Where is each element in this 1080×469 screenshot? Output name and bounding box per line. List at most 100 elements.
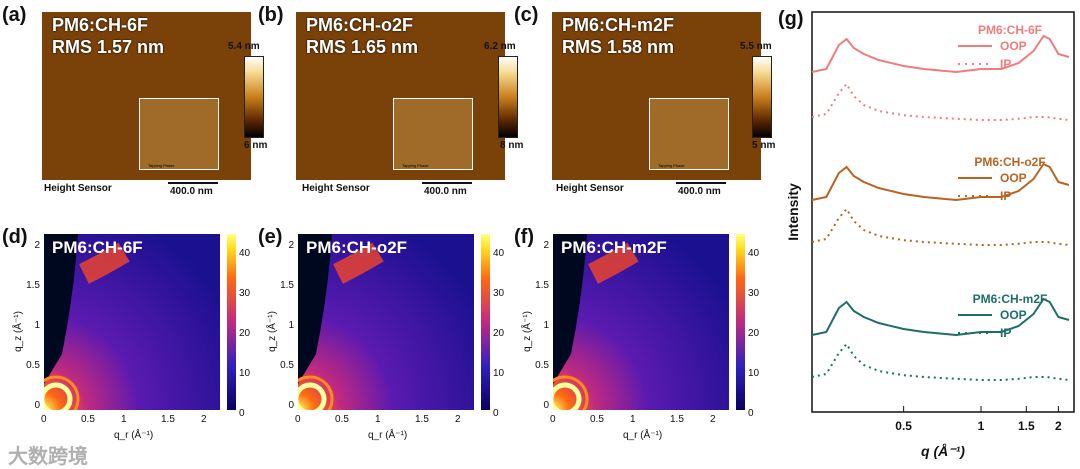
- giwaxs-colorbar-e: [481, 234, 490, 410]
- x-axis-label: q_r (Å⁻¹): [623, 430, 663, 441]
- colorbar-tick-label: 40: [239, 248, 251, 259]
- colorbar-tick-label: 30: [239, 288, 251, 299]
- colorbar-tick-label: 0: [748, 408, 754, 419]
- y-tick-label: 1.5: [280, 280, 294, 291]
- y-axis-label: q_z (Å⁻¹): [266, 311, 278, 352]
- afm-title-b: PM6:CH-o2F RMS 1.65 nm: [306, 14, 418, 58]
- colorbar-tick-label: 10: [748, 368, 760, 379]
- cbar-bottom-c: 5 nm: [752, 140, 776, 151]
- cbar-top-c: 5.5 nm: [740, 41, 772, 52]
- y-axis-label: Intensity: [785, 183, 801, 241]
- giwaxs-map-d: PM6:CH-6F: [44, 234, 220, 410]
- x-tick-label: 2: [201, 414, 207, 425]
- series-line-oop: [811, 162, 1070, 202]
- inset-label-a: Tapping Phase: [148, 163, 175, 168]
- y-axis-label: q_z (Å⁻¹): [12, 311, 24, 352]
- scale-bar-a: [168, 182, 218, 184]
- series-line-oop: [811, 297, 1070, 337]
- panel-label-b: (b): [258, 4, 284, 26]
- legend-group-title: PM6:CH-o2F: [974, 155, 1045, 169]
- series-line-ip: [811, 207, 1070, 246]
- cbar-top-a: 5.4 nm: [228, 41, 260, 52]
- colorbar-tick-label: 40: [748, 248, 760, 259]
- phase-inset-c: Tapping Phase: [649, 98, 729, 170]
- scale-label-b: 400.0 nm: [424, 186, 467, 197]
- x-tick-label: 1: [630, 414, 636, 425]
- panel-label-g: (g): [778, 8, 804, 30]
- legend-label: IP: [1000, 57, 1011, 71]
- legend-label: IP: [1000, 189, 1011, 203]
- colorbar-tick-label: 10: [493, 368, 505, 379]
- phase-inset-b: Tapping Phase: [393, 98, 473, 170]
- x-tick-label: 0: [295, 414, 301, 425]
- x-tick-label: 1.5: [161, 414, 175, 425]
- colorbar-tick-label: 20: [239, 328, 251, 339]
- height-colorbar-b: [498, 56, 518, 138]
- afm-image-a: PM6:CH-6F RMS 1.57 nm Tapping Phase: [42, 12, 251, 180]
- giwaxs-colorbar-f: [736, 234, 745, 410]
- series-line-ip: [811, 342, 1070, 381]
- y-tick-label: 2: [34, 240, 40, 251]
- colorbar-tick-label: 10: [239, 368, 251, 379]
- watermark: 大数跨境: [8, 446, 88, 468]
- cbar-top-b: 6.2 nm: [484, 41, 516, 52]
- colorbar-tick-label: 30: [748, 288, 760, 299]
- x-tick-label: 0.5: [895, 419, 912, 433]
- height-colorbar-a: [244, 56, 264, 138]
- afm-rms-a: RMS 1.57 nm: [52, 37, 165, 57]
- series-line-ip: [811, 82, 1070, 121]
- afm-image-b: PM6:CH-o2F RMS 1.65 nm Tapping Phase: [296, 12, 505, 180]
- afm-rms-c: RMS 1.58 nm: [562, 37, 675, 57]
- afm-title-a: PM6:CH-6F RMS 1.57 nm: [52, 14, 164, 58]
- x-axis-label: q_r (Å⁻¹): [368, 430, 408, 441]
- giwaxs-title-e: PM6:CH-o2F: [306, 238, 408, 257]
- afm-sample-a: PM6:CH-6F: [52, 15, 149, 35]
- scale-bar-c: [676, 182, 726, 184]
- x-tick-label: 1.5: [1018, 419, 1035, 433]
- y-tick-label: 0.5: [280, 360, 294, 371]
- x-tick-label: 0.5: [590, 414, 604, 425]
- line-plot-g: 0.5 1 1.5 2 q (Å⁻¹) Intensity PM6:CH-6F OOP IP PM…: [785, 11, 1075, 459]
- inset-label-c: Tapping Phase: [658, 163, 685, 168]
- giwaxs-title-f: PM6:CH-m2F: [561, 238, 667, 257]
- x-tick-label: 1.5: [670, 414, 684, 425]
- afm-sample-b: PM6:CH-o2F: [306, 15, 413, 35]
- phase-inset-a: Tapping Phase: [139, 98, 219, 170]
- legend-label: IP: [1000, 326, 1011, 340]
- x-axis-label: q (Å⁻¹): [921, 443, 965, 459]
- x-tick-label: 0.5: [335, 414, 349, 425]
- panel-label-d: (d): [2, 226, 28, 248]
- colorbar-tick-label: 20: [493, 328, 505, 339]
- afm-rms-b: RMS 1.65 nm: [306, 37, 419, 57]
- x-tick-label: 2: [455, 414, 461, 425]
- x-tick-label: 1: [978, 419, 985, 433]
- y-tick-label: 0: [543, 400, 549, 411]
- giwaxs-colorbar-d: [227, 234, 236, 410]
- inset-label-b: Tapping Phase: [402, 163, 429, 168]
- x-axis-label: q_r (Å⁻¹): [114, 430, 154, 441]
- y-axis-label: q_z (Å⁻¹): [521, 311, 533, 352]
- scale-label-a: 400.0 nm: [170, 186, 213, 197]
- panel-label-e: (e): [258, 226, 283, 248]
- height-sensor-b: Height Sensor: [302, 183, 370, 194]
- afm-image-c: PM6:CH-m2F RMS 1.58 nm Tapping Phase: [552, 12, 761, 180]
- legend-label: OOP: [1000, 171, 1027, 185]
- colorbar-tick-label: 0: [493, 408, 499, 419]
- x-tick-label: 1.5: [415, 414, 429, 425]
- giwaxs-title-d: PM6:CH-6F: [52, 238, 143, 257]
- scale-bar-b: [422, 182, 472, 184]
- panel-label-f: (f): [514, 226, 534, 248]
- scale-label-c: 400.0 nm: [678, 186, 721, 197]
- x-tick-label: 2: [710, 414, 716, 425]
- x-tick-label: 1: [375, 414, 381, 425]
- y-tick-label: 1: [34, 320, 40, 331]
- height-colorbar-c: [752, 56, 772, 138]
- panel-label-a: (a): [2, 4, 27, 26]
- afm-sample-c: PM6:CH-m2F: [562, 15, 675, 35]
- afm-title-c: PM6:CH-m2F RMS 1.58 nm: [562, 14, 674, 58]
- y-tick-label: 0.5: [26, 360, 40, 371]
- y-tick-label: 2: [543, 240, 549, 251]
- cbar-bottom-b: 8 nm: [500, 140, 524, 151]
- x-tick-label: 0.5: [81, 414, 95, 425]
- giwaxs-map-e: PM6:CH-o2F: [298, 234, 474, 410]
